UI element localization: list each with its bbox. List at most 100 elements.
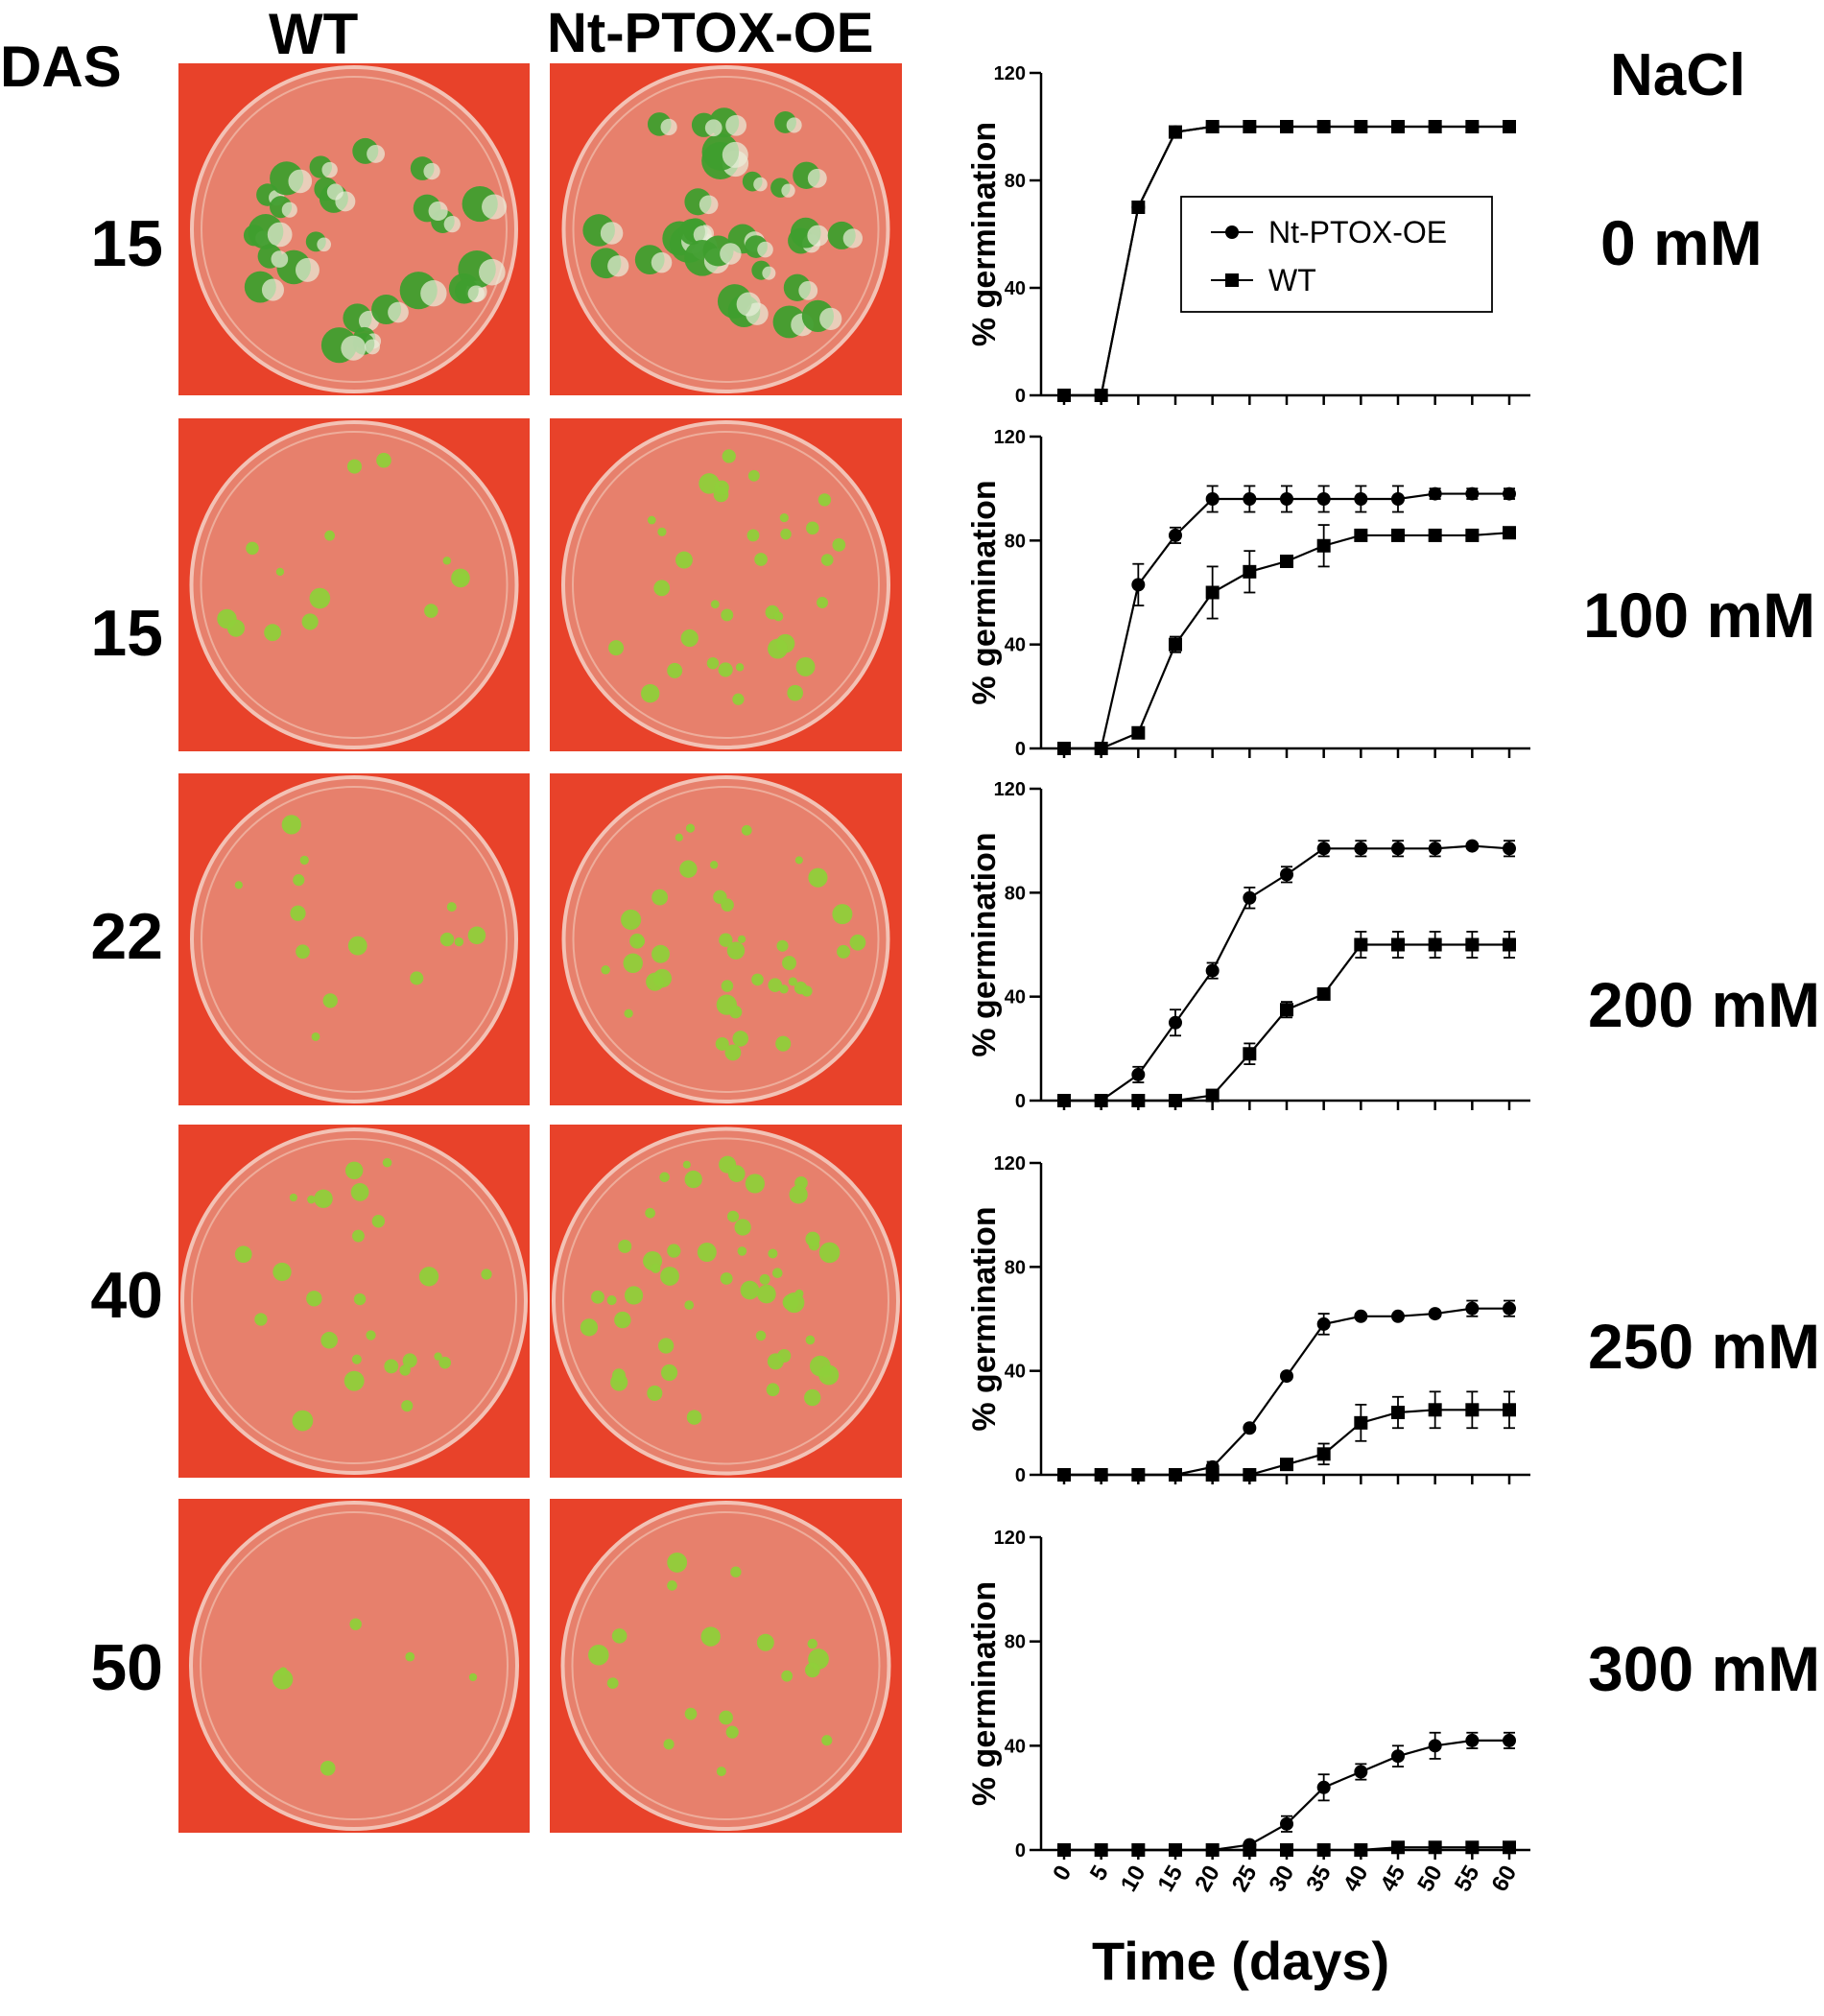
data-point-nt-ptox-oe — [1354, 492, 1368, 506]
seedling — [353, 1293, 367, 1306]
y-tick-label: 40 — [1005, 1362, 1026, 1383]
data-point-wt — [1057, 1468, 1071, 1482]
das-label-row-1: 15 — [90, 207, 163, 280]
seedling — [352, 1229, 365, 1243]
x-tick-label: 50 — [1412, 1862, 1448, 1897]
seedling — [264, 624, 282, 642]
x-tick-label: 25 — [1227, 1862, 1263, 1897]
seedling — [751, 973, 764, 986]
data-point-wt — [1094, 389, 1108, 402]
seedling-root — [786, 117, 802, 133]
seedling — [788, 977, 797, 986]
seedling — [647, 1385, 663, 1401]
seedling — [832, 904, 853, 925]
seedling — [399, 1364, 411, 1376]
data-point-wt — [1205, 1843, 1220, 1857]
seedling-root — [467, 285, 485, 302]
y-tick-label: 80 — [1005, 1257, 1026, 1278]
das-label-row-3: 22 — [90, 900, 163, 973]
seedling — [737, 935, 746, 944]
seedling — [789, 1185, 808, 1204]
data-point-wt — [1169, 1843, 1182, 1857]
seedling — [645, 1207, 655, 1219]
seedling-root — [365, 339, 380, 355]
seedling — [759, 1273, 770, 1285]
seedling — [721, 608, 734, 622]
data-point-wt — [1465, 120, 1480, 133]
seedling — [275, 567, 285, 577]
data-point-wt — [1205, 1088, 1220, 1103]
seedling — [289, 1193, 297, 1202]
x-axis-title: Time (days) — [1092, 1931, 1390, 1991]
seedling — [806, 521, 819, 535]
data-point-nt-ptox-oe — [1391, 1309, 1405, 1323]
seedling — [684, 1707, 698, 1720]
seedling-root — [699, 195, 719, 215]
data-point-wt — [1465, 937, 1480, 952]
data-point-wt — [1094, 1843, 1108, 1857]
data-point-wt — [1131, 1843, 1146, 1857]
plate-photo-wt-row-4 — [178, 1125, 530, 1478]
seedling — [808, 867, 828, 888]
seedling — [311, 1032, 320, 1041]
seedling — [771, 1268, 783, 1279]
seedling — [832, 538, 846, 552]
seedling-root — [479, 258, 506, 286]
data-point-nt-ptox-oe — [1205, 963, 1220, 978]
das-label-row-5: 50 — [90, 1631, 163, 1704]
seedling — [384, 1359, 399, 1374]
x-tick-label: 35 — [1301, 1862, 1337, 1897]
seedling — [226, 619, 246, 637]
data-point-wt — [1057, 1843, 1071, 1857]
data-point-wt — [1428, 1403, 1442, 1417]
y-tick-label: 80 — [1005, 1632, 1026, 1653]
seedling — [646, 972, 665, 991]
seedling — [301, 613, 319, 630]
seedling — [591, 1290, 604, 1304]
plate-photo-wt-row-2 — [178, 418, 530, 751]
seedling-root — [443, 215, 461, 233]
data-point-wt — [1391, 1840, 1405, 1855]
y-tick-label: 120 — [994, 63, 1026, 84]
seedling — [720, 1272, 733, 1285]
data-point-wt — [1169, 125, 1182, 139]
plate-photo-oe-row-3 — [550, 773, 902, 1105]
data-point-nt-ptox-oe — [1391, 492, 1405, 506]
seedling — [402, 1353, 417, 1368]
seedling — [623, 953, 643, 974]
y-tick-label: 40 — [1005, 278, 1026, 299]
plate-photo-oe-row-5 — [550, 1499, 902, 1833]
data-point-wt — [1280, 1843, 1293, 1857]
data-point-nt-ptox-oe — [1280, 492, 1293, 506]
x-tick-label: 60 — [1486, 1862, 1522, 1897]
x-tick-label: 30 — [1264, 1862, 1299, 1897]
seedling — [794, 856, 803, 865]
seedling — [620, 909, 642, 931]
seedling — [675, 833, 683, 842]
seedling — [801, 985, 813, 997]
seedling — [682, 1160, 691, 1169]
seedling — [767, 1353, 784, 1370]
data-point-wt — [1316, 120, 1331, 133]
data-point-wt — [1503, 1840, 1516, 1855]
seedling — [747, 469, 760, 482]
seedling — [292, 1410, 314, 1432]
data-point-wt — [1428, 1840, 1442, 1855]
seedling — [272, 1262, 292, 1282]
data-point-wt — [1503, 937, 1516, 952]
seedling — [740, 1280, 760, 1300]
data-point-wt — [1280, 1003, 1293, 1017]
seedling — [680, 629, 699, 648]
plate-photo-oe-row-1 — [550, 63, 902, 395]
seedling — [351, 1354, 362, 1364]
seedling — [787, 684, 804, 701]
data-point-nt-ptox-oe — [1243, 492, 1257, 506]
seedling — [344, 1161, 364, 1180]
chart-panel-3: 0 40 80 120 % germination — [966, 779, 1530, 1112]
seedling — [653, 580, 671, 597]
seedling-root — [271, 250, 289, 268]
data-point-wt — [1391, 120, 1405, 133]
seedling-root — [367, 144, 386, 163]
seedling — [299, 855, 309, 866]
